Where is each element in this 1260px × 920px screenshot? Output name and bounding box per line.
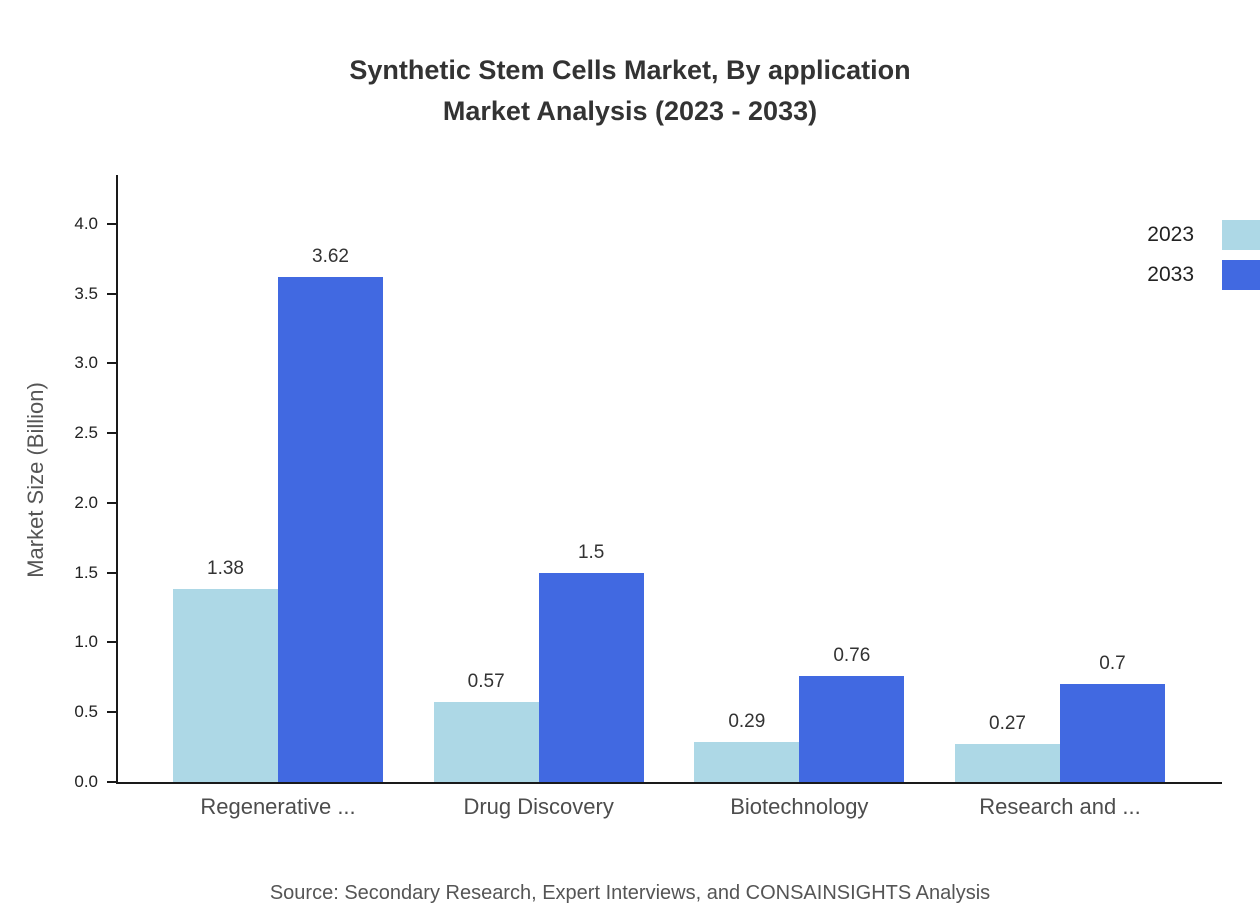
bar-value-label: 0.57 <box>467 671 505 693</box>
plot-area: 0.0 0.5 1.0 1.5 2.0 2.5 3.0 3.5 4.0 1.38 3.62 0.57… <box>74 175 1222 819</box>
bar-value-label: 1.38 <box>207 558 244 580</box>
bar-2033-3 <box>799 675 905 782</box>
bar-2023-4 <box>955 744 1060 782</box>
legend-item-2023: 2023 <box>1147 220 1260 250</box>
y-tick-mark <box>107 222 116 225</box>
bar-2023-3 <box>694 741 800 782</box>
bar-value-label: 0.7 <box>1099 653 1126 675</box>
legend-label-2023: 2023 <box>1147 223 1194 246</box>
x-axis-line <box>116 782 1222 784</box>
y-tick-mark <box>107 641 116 644</box>
y-tick-label: 1.0 <box>74 632 98 652</box>
y-tick-mark <box>107 571 116 574</box>
bar-value-label: 3.62 <box>312 245 349 267</box>
y-tick-mark <box>107 432 116 435</box>
y-tick-mark <box>107 501 116 504</box>
y-axis-title: Market Size (Billion) <box>23 382 48 578</box>
x-category-label: Regenerative ... <box>200 794 356 819</box>
x-category-label: Drug Discovery <box>463 794 614 819</box>
bar-2023-2 <box>433 702 539 782</box>
bar-value-label: 0.27 <box>989 713 1026 735</box>
chart-title-line2: Market Analysis (2023 - 2033) <box>442 96 818 126</box>
legend-item-2033: 2033 <box>1147 260 1260 290</box>
chart-title: Synthetic Stem Cells Market, By applicat… <box>0 50 1260 132</box>
bar-2033-1 <box>278 276 383 782</box>
y-tick-label: 1.5 <box>74 562 98 582</box>
y-tick-mark <box>107 292 116 295</box>
chart-title-line1: Synthetic Stem Cells Market, By applicat… <box>349 55 911 85</box>
bar-2023-1 <box>173 589 278 782</box>
y-tick-label: 3.0 <box>74 353 98 373</box>
y-tick-mark <box>107 362 116 365</box>
legend-swatch-2033 <box>1222 260 1260 290</box>
bar-2033-2 <box>538 572 644 782</box>
y-tick-label: 3.5 <box>74 283 98 303</box>
source-note: Source: Secondary Research, Expert Inter… <box>269 882 991 904</box>
y-tick-label: 4.0 <box>74 213 98 233</box>
y-tick-label: 2.5 <box>74 423 98 443</box>
legend-label-2033: 2033 <box>1147 263 1194 286</box>
y-tick-label: 0.5 <box>74 702 98 722</box>
legend: 2023 2033 <box>1147 220 1260 290</box>
bar-value-label: 0.29 <box>728 710 766 732</box>
x-category-label: Research and ... <box>979 794 1141 819</box>
x-category-label: Biotechnology <box>730 794 869 819</box>
bar-value-label: 0.76 <box>833 644 871 666</box>
bar-value-label: 1.5 <box>577 541 605 563</box>
y-tick-label: 0.0 <box>74 772 98 791</box>
y-tick-mark <box>107 781 116 783</box>
bar-2033-4 <box>1060 684 1165 782</box>
y-tick-label: 2.0 <box>74 492 98 512</box>
legend-swatch-2023 <box>1222 220 1260 250</box>
y-tick-mark <box>107 711 116 714</box>
y-axis-line <box>116 175 118 784</box>
